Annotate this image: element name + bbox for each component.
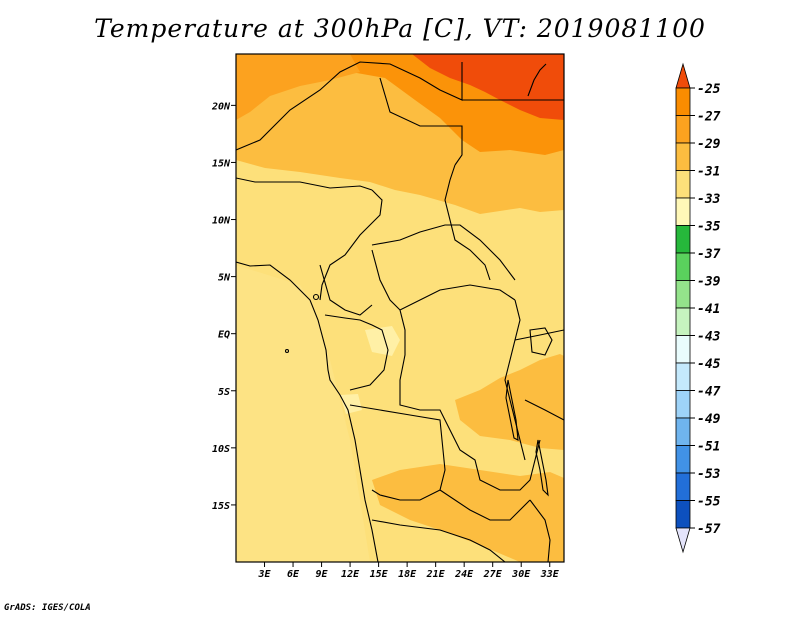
x-tick-label: 12E (341, 569, 360, 580)
colorbar-box (675, 142, 691, 171)
colorbar-label: -39 (697, 275, 721, 290)
lake-malawi (535, 439, 549, 497)
colorbar-box (675, 197, 691, 226)
border-drc-east (504, 299, 526, 461)
field-warm-west (236, 54, 360, 120)
y-tick-label: 10S (212, 444, 230, 455)
border-niger-nigeria (236, 177, 373, 191)
colorbar-box (675, 115, 691, 144)
border-drc (399, 309, 541, 491)
y-tick-label: EQ (218, 330, 230, 341)
field-warm-east (455, 354, 564, 450)
island-bioko (312, 293, 320, 301)
colorbar-label: -47 (697, 385, 721, 400)
y-tick-label: 15S (212, 501, 230, 512)
colorbar-box (675, 225, 691, 254)
border-zambia (439, 489, 531, 521)
colorbar-box (675, 307, 691, 336)
x-tick-label: 6E (287, 569, 300, 580)
lake-tanganyika (505, 379, 519, 441)
colorbar-box (675, 417, 691, 446)
colorbar-label: -41 (697, 302, 720, 317)
border-south (371, 519, 506, 562)
x-tick-label: 3E (257, 569, 271, 580)
border-algeria-niger (236, 61, 463, 151)
field-hottest (412, 54, 564, 120)
colorbar-box (675, 472, 691, 501)
y-tick-label: 10N (212, 216, 231, 227)
field-cool-patch-2 (340, 394, 362, 414)
border-car-south (371, 249, 516, 311)
border-libya-chad (379, 77, 463, 166)
x-tick-label: 15E (370, 569, 389, 580)
temperature-field (236, 54, 564, 562)
border-cameroon (319, 264, 373, 316)
colorbar-box (675, 445, 691, 474)
colorbar-label: -37 (697, 247, 721, 262)
border-east-africa (514, 329, 564, 341)
coastline-west (236, 261, 379, 562)
colorbar-label: -43 (697, 330, 721, 345)
grads-credit: GrADS: IGES/COLA (4, 603, 91, 613)
colorbar-box (675, 280, 691, 309)
y-tick-label: 5N (218, 273, 231, 284)
x-tick-label: 27E (483, 569, 503, 580)
colorbar-label: -25 (697, 82, 721, 97)
border-gabon-congo (324, 314, 389, 391)
y-tick-label: 5S (218, 387, 230, 398)
colorbar-label: -49 (697, 412, 721, 427)
border-mozambique (529, 499, 551, 562)
x-tick-label: 33E (540, 569, 560, 580)
y-tick-label: 20N (211, 101, 231, 112)
colorbar-label: -33 (697, 192, 721, 207)
border-car-north (371, 224, 516, 281)
colorbar-box (675, 87, 691, 116)
red-sea-coast (527, 63, 547, 97)
colorbar-box (675, 170, 691, 199)
colorbar-label: -27 (697, 110, 721, 125)
colorbar-box (675, 335, 691, 364)
colorbar-label: -53 (697, 467, 721, 482)
x-tick-label: 21E (426, 569, 446, 580)
colorbar-bottom-triangle (675, 527, 691, 554)
field-warm-south (372, 464, 564, 562)
field-cool-patch-1 (365, 326, 400, 356)
field-atlantic (236, 265, 370, 562)
colorbar-label: -55 (697, 495, 721, 510)
plot-frame (235, 53, 565, 563)
colorbar: -25 -27 -29 -31 -33 -35 -37 -39 -41 -43 -45 -47 -49 -… (675, 62, 721, 554)
colorbar-box (675, 390, 691, 419)
lake-victoria (529, 327, 553, 356)
colorbar-label: -29 (697, 137, 721, 152)
x-tick-label: 9E (316, 569, 329, 580)
colorbar-label: -35 (697, 220, 721, 235)
colorbar-box (675, 252, 691, 281)
chart-title: Temperature at 300hPa [C], VT: 201908110… (94, 14, 706, 43)
border-angola (349, 404, 446, 501)
colorbar-label: -51 (697, 440, 720, 455)
colorbar-label: -45 (697, 357, 721, 372)
y-axis: 20N 15N 10N 5N EQ 5S 10S 15S (211, 101, 236, 512)
x-tick-label: 30E (511, 569, 531, 580)
colorbar-box (675, 500, 691, 529)
colorbar-label: -31 (697, 165, 720, 180)
country-borders (236, 61, 564, 562)
x-tick-label: 18E (398, 569, 417, 580)
x-axis: 3E 6E 9E 12E 15E 18E 21E 24E 27E 30E 33E (257, 562, 560, 580)
border-chad-west (319, 189, 383, 301)
colorbar-label: -57 (697, 522, 721, 537)
colorbar-top-triangle (675, 62, 691, 89)
border-chad-sudan (444, 164, 491, 281)
y-tick-label: 15N (212, 158, 231, 169)
island-principe (284, 348, 290, 354)
colorbar-box (675, 362, 691, 391)
border-tanzania (524, 399, 564, 421)
x-tick-label: 24E (454, 569, 474, 580)
